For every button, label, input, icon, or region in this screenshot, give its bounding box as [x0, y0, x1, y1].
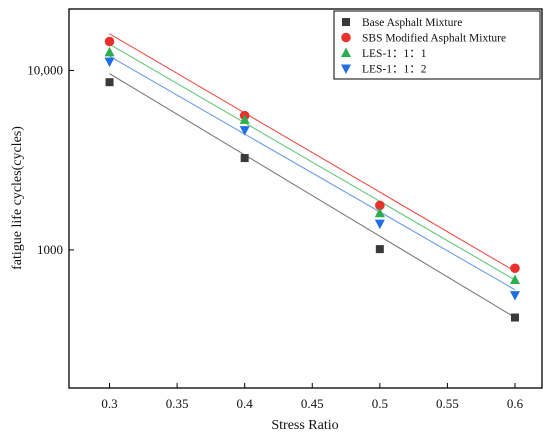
plot-frame [68, 8, 543, 389]
x-tick-label: 0.4 [237, 396, 254, 411]
legend-label-4: LES-1：1：2 [362, 64, 427, 76]
legend-label-2: SBS Modified Asphalt Mixture [362, 33, 506, 45]
data-point-series-3 [239, 114, 250, 124]
x-tick-label: 0.6 [507, 396, 524, 411]
fit-line-4 [109, 55, 516, 291]
fit-lines [109, 33, 516, 318]
data-point-series-1 [375, 245, 384, 254]
legend-marker-3 [341, 47, 351, 57]
legend-marker-2 [341, 32, 351, 43]
data-point-series-3 [104, 46, 115, 57]
x-axis: 0.3 0.35 0.4 0.45 0.5 0.55 0.6 [101, 383, 524, 411]
x-tick-label: 0.5 [372, 396, 388, 411]
x-tick-label: 0.35 [166, 396, 189, 411]
x-axis-title: Stress Ratio [271, 418, 338, 433]
fit-line-3 [109, 43, 516, 281]
data-point-series-1 [105, 78, 114, 87]
data-point-series-1 [510, 313, 519, 322]
fit-line-1 [109, 73, 516, 318]
legend-label-3: LES-1：1：1 [362, 48, 427, 60]
data-markers [104, 36, 520, 322]
y-tick-label: 10,000 [27, 62, 63, 77]
legend-label-1: Base Asphalt Mixture [362, 17, 462, 29]
y-axis: 1000 10,000 [27, 62, 74, 257]
x-tick-label: 0.55 [436, 396, 459, 411]
data-point-series-4 [104, 57, 115, 68]
data-point-series-2 [104, 36, 115, 47]
fit-line-2 [109, 33, 516, 272]
data-point-series-3 [509, 274, 520, 284]
data-point-series-4 [509, 291, 520, 301]
legend-marker-4 [341, 64, 351, 74]
legend-marker-1 [342, 18, 350, 26]
x-tick-label: 0.45 [301, 396, 324, 411]
data-point-series-4 [374, 219, 385, 230]
legend: Base Asphalt Mixture SBS Modified Asphalt… [333, 10, 541, 80]
data-point-series-2 [375, 200, 385, 211]
data-point-series-3 [374, 207, 385, 218]
x-tick-label: 0.3 [101, 396, 117, 411]
y-tick-label: 1000 [37, 242, 63, 257]
legend-box [333, 10, 541, 80]
data-point-series-1 [240, 154, 249, 163]
data-point-series-2 [510, 263, 520, 274]
data-point-series-4 [239, 126, 250, 136]
y-axis-title: fatigue life cycles(cycles) [10, 126, 25, 270]
